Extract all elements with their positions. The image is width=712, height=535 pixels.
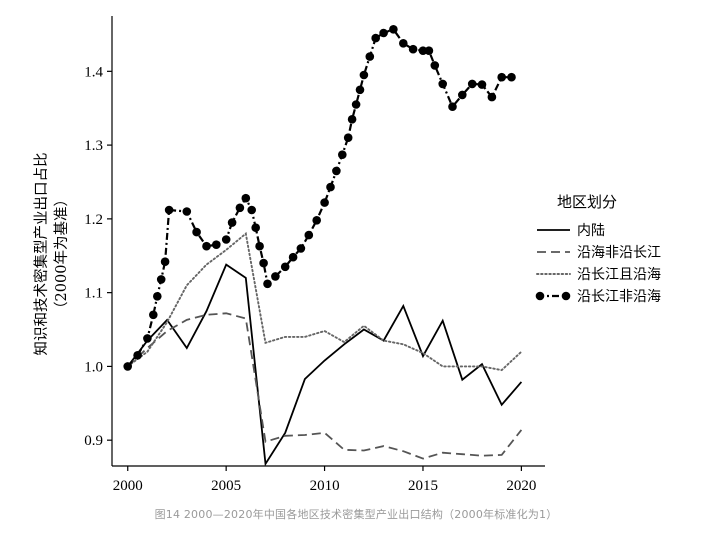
data-point	[326, 182, 335, 192]
data-point	[288, 252, 298, 262]
series-3	[126, 231, 523, 372]
data-point	[221, 235, 231, 244]
x-tick-label: 2010	[310, 478, 340, 494]
data-point	[251, 223, 260, 232]
x-tick-label: 2015	[408, 478, 438, 494]
x-tick-label: 2005	[211, 478, 241, 494]
data-point	[507, 72, 516, 82]
data-point	[467, 79, 477, 89]
data-point	[371, 33, 381, 43]
x-tick-label: 2000	[113, 478, 143, 494]
y-axis-label: 知识和技术密集型产业出口占比	[33, 153, 50, 356]
legend-label: 沿海非沿长江	[577, 245, 661, 261]
data-point	[424, 46, 434, 55]
y-axis-label-group: 知识和技术密集型产业出口占比 （2000年为基准）	[33, 153, 70, 356]
legend-item: 沿长江非沿海	[535, 289, 661, 305]
data-point	[271, 272, 280, 281]
data-point	[487, 92, 497, 102]
data-point	[160, 257, 170, 267]
data-point	[351, 100, 361, 109]
x-tick-label: 2020	[506, 478, 536, 494]
legend-label: 内陆	[577, 223, 605, 239]
data-point	[202, 241, 211, 251]
data-point	[153, 292, 162, 301]
axes	[111, 16, 545, 467]
data-point	[332, 166, 341, 176]
data-point	[389, 25, 398, 34]
series-line	[126, 263, 523, 467]
data-point	[182, 207, 192, 216]
data-point	[312, 216, 322, 225]
data-point	[263, 279, 272, 289]
data-point	[164, 205, 174, 215]
data-point	[259, 258, 268, 268]
data-point	[347, 115, 357, 124]
data-point	[149, 310, 158, 320]
series-4	[123, 25, 516, 371]
data-point	[296, 244, 306, 253]
legend-marker	[535, 291, 545, 301]
y-tick-label: 0.9	[84, 433, 103, 449]
legend-item: 沿长江且沿海	[536, 267, 661, 283]
data-point	[399, 39, 408, 48]
data-point	[343, 133, 353, 142]
data-point	[247, 205, 256, 215]
data-point	[235, 203, 245, 213]
data-point	[338, 150, 347, 159]
series-group	[123, 25, 523, 467]
data-point	[458, 90, 467, 100]
data-point	[133, 351, 142, 360]
data-point	[143, 334, 152, 343]
legend-label: 沿长江且沿海	[577, 267, 661, 283]
data-point	[379, 28, 388, 38]
tick-group: 2000 2005 2010 2015 2020 0.9 1.0 1.1 1.2 1.3 1.4	[84, 64, 536, 494]
data-point	[123, 362, 132, 371]
data-point	[227, 218, 237, 227]
legend-title: 地区划分	[557, 193, 617, 211]
legend-item: 沿海非沿长江	[537, 245, 661, 261]
data-point	[497, 72, 507, 82]
y-tick-label: 1.0	[84, 359, 103, 375]
y-tick-label: 1.2	[84, 212, 103, 228]
data-point	[448, 102, 457, 111]
y-tick-label: 1.3	[84, 138, 103, 154]
data-point	[408, 44, 418, 54]
series-line	[126, 231, 523, 372]
data-point	[359, 70, 369, 80]
data-point	[477, 80, 487, 89]
y-axis-label-sub: （2000年为基准）	[53, 192, 70, 316]
legend-label: 沿长江非沿海	[577, 289, 661, 305]
data-point	[320, 198, 329, 207]
data-point	[418, 46, 428, 55]
data-point	[241, 193, 251, 203]
figure-caption: 图14 2000—2020年中国各地区技术密集型产业出口结构（2000年标准化为…	[154, 508, 558, 521]
data-point	[255, 241, 264, 251]
series-line	[126, 27, 512, 368]
data-point	[212, 240, 221, 249]
data-point	[156, 275, 166, 284]
data-point	[438, 79, 448, 89]
chart-canvas: 2000 2005 2010 2015 2020 0.9 1.0 1.1 1.2 1.3 1.4 知…	[33, 16, 661, 494]
data-point	[304, 230, 314, 240]
data-point	[355, 85, 365, 95]
y-tick-label: 1.1	[84, 286, 103, 302]
data-point	[280, 262, 290, 272]
y-tick-label: 1.4	[84, 64, 103, 80]
data-point	[192, 227, 201, 237]
data-point	[365, 52, 375, 61]
legend-item: 内陆	[537, 223, 605, 239]
series-1	[126, 263, 523, 467]
legend-marker	[561, 291, 571, 301]
series-2	[127, 312, 523, 460]
data-point	[430, 61, 440, 70]
series-line	[127, 312, 523, 460]
